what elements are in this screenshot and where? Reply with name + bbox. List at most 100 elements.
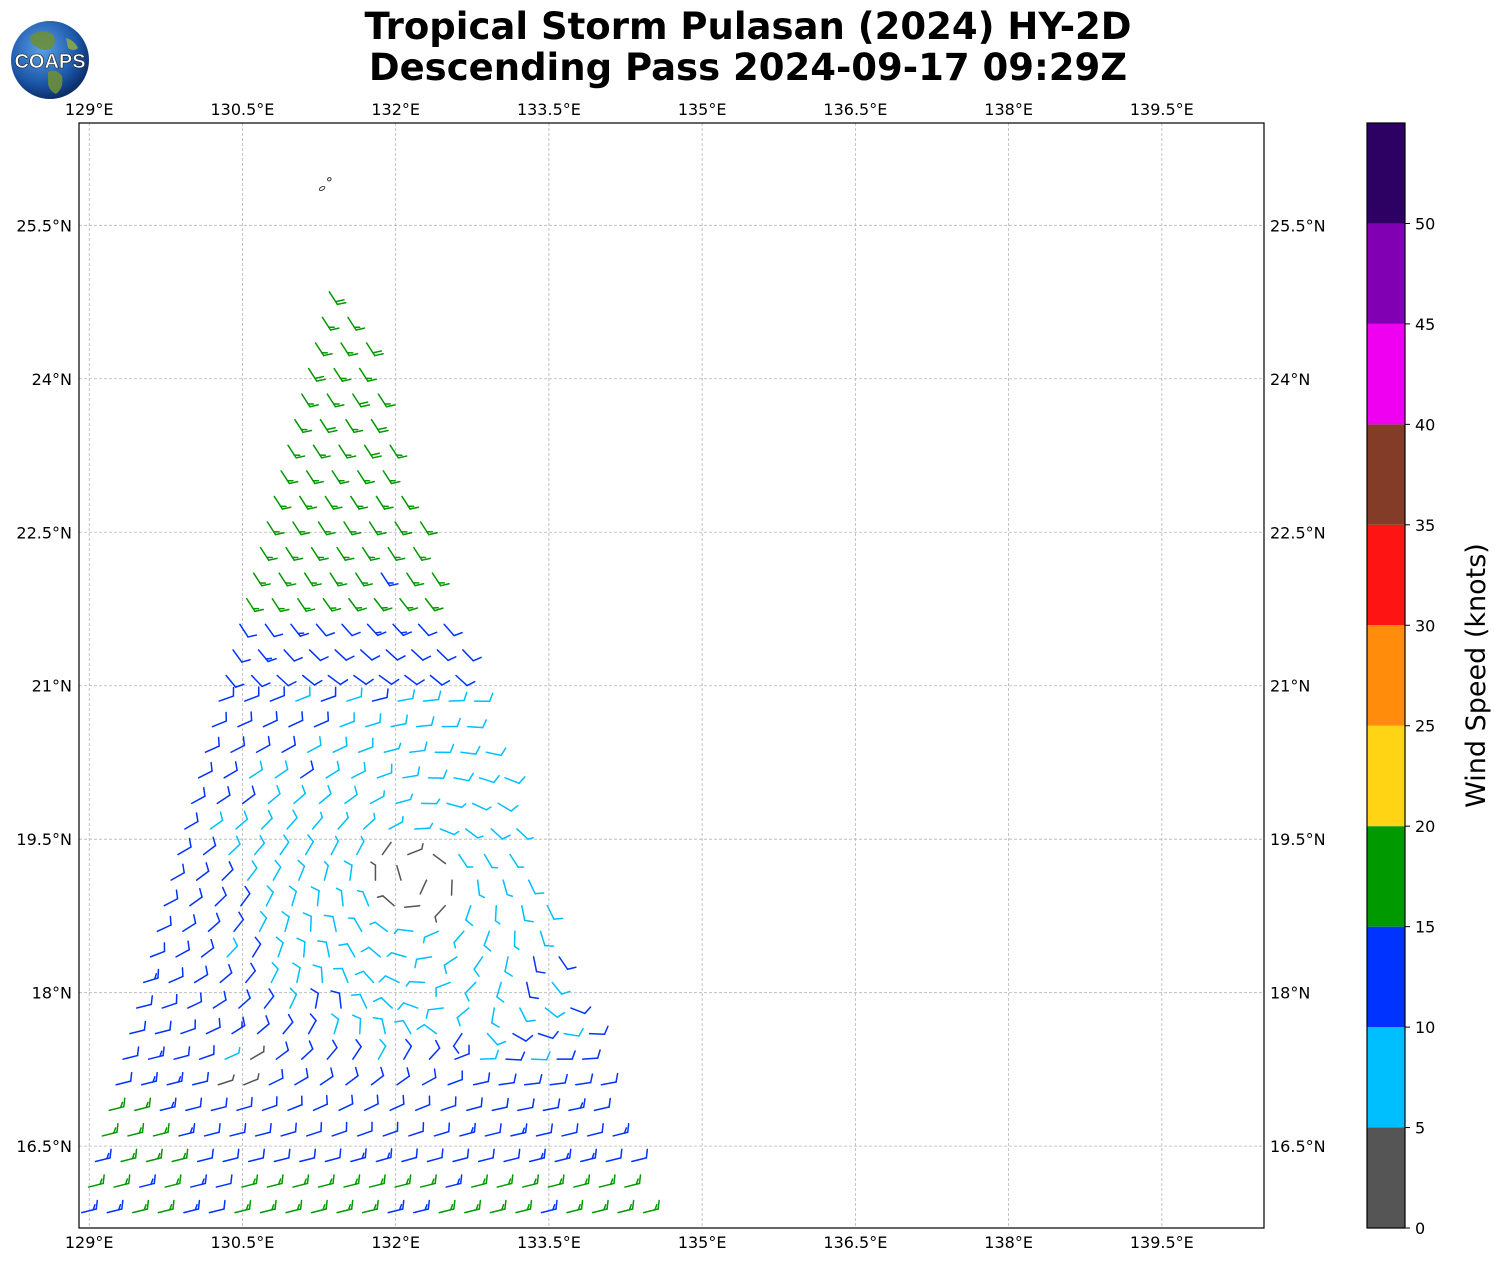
- wind-barb: [371, 688, 389, 702]
- wind-barb: [396, 864, 402, 881]
- wind-barb: [392, 623, 412, 637]
- wind-barb: [322, 598, 342, 612]
- wind-barb: [310, 1199, 328, 1214]
- wind-barb: [275, 1041, 290, 1060]
- wind-barb: [230, 736, 246, 753]
- wind-barb: [425, 1007, 444, 1019]
- wind-barb: [357, 1121, 373, 1137]
- wind-barb: [446, 802, 467, 809]
- wind-barb: [229, 1123, 247, 1137]
- wind-barb: [454, 1044, 470, 1060]
- wind-barb: [324, 1148, 342, 1163]
- wind-barb: [307, 367, 326, 382]
- wind-barb: [358, 367, 377, 382]
- wind-barb: [330, 990, 342, 1009]
- wind-barb: [251, 936, 262, 958]
- x-tick-label-bottom: 136.5°E: [823, 1233, 887, 1252]
- wind-barb: [145, 1148, 163, 1163]
- wind-barb: [338, 1094, 354, 1112]
- wind-barb: [267, 784, 281, 805]
- wind-barb: [339, 712, 355, 728]
- wind-barb: [332, 736, 348, 753]
- wind-barb: [370, 861, 377, 881]
- wind-barb: [306, 735, 322, 753]
- wind-barb: [376, 895, 395, 907]
- wind-barb: [343, 1174, 361, 1188]
- wind-barb: [301, 1040, 314, 1060]
- wind-barb: [394, 521, 413, 536]
- wind-barb: [191, 1071, 210, 1086]
- wind-barb: [402, 766, 421, 779]
- colorbar-frame: [1366, 122, 1406, 1229]
- wind-barb: [421, 1068, 437, 1086]
- wind-barb: [288, 711, 304, 728]
- wind-barb: [399, 598, 419, 612]
- wind-barb: [549, 1073, 568, 1086]
- colorbar-bin: [1367, 223, 1405, 324]
- wind-barb: [443, 623, 463, 637]
- wind-barb: [113, 1174, 131, 1188]
- wind-barb: [266, 1174, 284, 1188]
- wind-barb: [642, 1199, 660, 1214]
- wind-barb: [120, 1148, 138, 1163]
- wind-barb: [401, 495, 420, 510]
- wind-barb: [450, 879, 453, 896]
- wind-barb: [198, 1044, 215, 1060]
- wind-barb: [460, 745, 481, 755]
- wind-barb: [465, 828, 484, 839]
- wind-barb: [527, 879, 545, 895]
- wind-barb: [331, 1013, 340, 1035]
- wind-barb: [315, 623, 336, 637]
- wind-barb: [593, 1097, 611, 1112]
- wind-barb: [222, 1148, 240, 1163]
- wind-barb: [330, 835, 339, 856]
- wind-barb: [283, 649, 303, 662]
- wind-barb: [329, 572, 348, 587]
- wind-barb: [212, 990, 227, 1009]
- wind-barb: [195, 862, 210, 881]
- wind-barb: [428, 1039, 441, 1060]
- y-tick-label-right: 24°N: [1270, 370, 1310, 389]
- wind-barb: [443, 956, 458, 975]
- wind-barb: [209, 811, 224, 830]
- wind-barb: [239, 623, 258, 638]
- wind-barb: [373, 598, 393, 612]
- wind-barb: [452, 1148, 470, 1163]
- wind-barb: [496, 1174, 514, 1188]
- wind-barb: [522, 1174, 540, 1188]
- wind-barb: [323, 914, 337, 933]
- wind-barb: [504, 776, 526, 785]
- colorbar-tick-label: 15: [1415, 918, 1435, 937]
- wind-barb: [472, 1072, 491, 1086]
- wind-barb: [326, 393, 345, 408]
- wind-barb: [273, 495, 292, 510]
- title-line-2: Descending Pass 2024-09-17 09:29Z: [368, 46, 1128, 89]
- wind-barb: [265, 885, 274, 907]
- wind-barb: [440, 1096, 457, 1112]
- colorbar-bin: [1367, 424, 1405, 525]
- wind-barb: [281, 911, 290, 933]
- x-tick-label-top: 139.5°E: [1130, 100, 1194, 119]
- wind-barb: [436, 649, 457, 662]
- wind-barb: [491, 1007, 500, 1028]
- wind-barb: [546, 904, 564, 920]
- wind-barb: [217, 1074, 235, 1086]
- wind-barb: [483, 930, 492, 952]
- colorbar-tick-label: 30: [1415, 616, 1435, 635]
- wind-barb: [368, 1174, 386, 1188]
- wind-barb: [369, 921, 388, 933]
- wind-barb: [279, 834, 290, 856]
- wind-barb: [157, 1199, 175, 1214]
- wind-barb: [268, 1068, 284, 1086]
- wind-barb: [530, 1051, 551, 1061]
- wind-barb: [311, 811, 324, 830]
- wind-barb: [101, 1123, 119, 1137]
- wind-barb: [419, 879, 428, 895]
- wind-barb: [414, 956, 433, 969]
- wind-barb: [438, 1199, 456, 1214]
- wind-barb: [140, 1071, 158, 1086]
- wind-barb: [407, 843, 424, 856]
- wind-barb: [256, 1015, 270, 1035]
- wind-barb: [558, 956, 577, 971]
- wind-barb: [403, 1038, 413, 1060]
